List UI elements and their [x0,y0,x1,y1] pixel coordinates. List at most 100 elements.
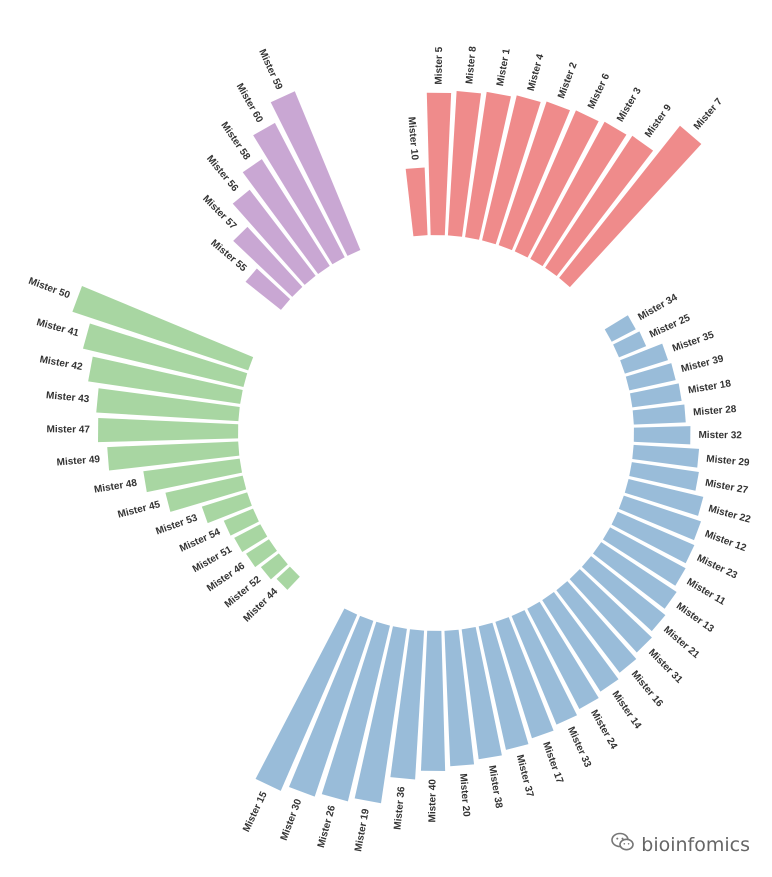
label-mister-8: Mister 8 [464,45,479,84]
bar-mister-17 [495,617,554,739]
label-mister-42: Mister 42 [39,354,84,373]
bar-mister-38 [461,626,502,760]
bar-mister-22 [624,479,704,516]
label-mister-1: Mister 1 [495,47,513,87]
label-mister-23: Mister 23 [695,553,739,582]
label-mister-36: Mister 36 [392,786,407,831]
bar-mister-43 [96,388,240,422]
bar-mister-59 [270,91,361,256]
bar-mister-51 [234,524,268,552]
label-mister-17: Mister 17 [540,740,565,785]
label-mister-39: Mister 39 [680,353,725,375]
label-mister-28: Mister 28 [693,404,738,418]
bar-mister-58 [242,159,330,274]
wechat-icon [611,832,635,857]
label-mister-41: Mister 41 [35,317,80,339]
label-mister-20: Mister 20 [457,773,471,818]
bar-mister-56 [232,189,316,285]
bar-mister-45 [165,475,247,512]
label-mister-13: Mister 13 [674,601,716,635]
label-mister-37: Mister 37 [514,754,536,799]
label-mister-9: Mister 9 [643,102,674,140]
label-mister-16: Mister 16 [629,669,665,710]
label-mister-31: Mister 31 [646,647,685,686]
label-mister-45: Mister 45 [117,499,162,521]
label-mister-11: Mister 11 [685,577,728,608]
bar-mister-21 [581,556,666,632]
bar-mister-9 [545,135,654,277]
bar-mister-40 [420,630,446,771]
bar-mister-57 [233,226,303,297]
label-mister-57: Mister 57 [200,193,239,232]
bar-mister-27 [629,462,699,491]
bar-mister-42 [88,356,243,404]
bar-mister-55 [245,268,291,310]
label-mister-32: Mister 32 [698,430,742,441]
bar-mister-35 [620,343,669,374]
bar-mister-30 [289,615,374,797]
label-mister-2: Mister 2 [556,61,580,101]
label-mister-18: Mister 18 [687,378,732,396]
bar-mister-3 [530,121,627,267]
bar-mister-26 [321,621,390,802]
bar-mister-8 [447,90,482,237]
bar-mister-2 [498,101,570,251]
bar-mister-52 [260,553,288,580]
bar-mister-20 [444,629,475,767]
bar-mister-50 [72,286,254,371]
label-mister-6: Mister 6 [586,72,612,111]
bar-mister-19 [354,626,407,804]
bar-mister-24 [527,601,599,709]
bar-mister-15 [255,608,358,791]
bar-mister-53 [201,492,252,524]
label-mister-47: Mister 47 [46,424,90,435]
bar-mister-28 [632,404,686,425]
label-mister-12: Mister 12 [703,529,748,555]
label-mister-27: Mister 27 [704,478,749,497]
label-mister-5: Mister 5 [434,46,445,84]
label-mister-14: Mister 14 [609,689,643,731]
label-mister-4: Mister 4 [526,52,547,92]
bar-mister-7 [559,125,702,288]
bar-mister-1 [465,91,511,240]
label-mister-10: Mister 10 [405,116,419,161]
bar-mister-11 [602,527,686,586]
label-mister-59: Mister 59 [256,48,284,92]
bar-mister-10 [405,167,428,237]
bar-mister-60 [253,122,345,265]
bar-mister-29 [632,444,700,468]
label-mister-22: Mister 22 [707,503,752,525]
bar-mister-37 [478,622,529,750]
label-mister-58: Mister 58 [218,120,252,162]
bar-mister-18 [629,383,682,408]
bar-mister-6 [514,110,599,258]
bar-mister-32 [633,426,691,445]
label-mister-38: Mister 38 [486,765,504,810]
bar-mister-34 [604,315,636,342]
bar-mister-12 [618,495,702,541]
label-mister-26: Mister 26 [316,804,338,849]
label-mister-60: Mister 60 [234,82,265,126]
label-mister-35: Mister 35 [671,329,716,354]
bar-mister-33 [511,610,578,725]
bar-mister-54 [223,508,259,536]
label-mister-3: Mister 3 [615,85,644,124]
bar-mister-39 [625,363,676,391]
bar-mister-13 [592,542,677,609]
bar-mister-31 [569,569,652,653]
label-mister-56: Mister 56 [204,153,240,194]
label-mister-19: Mister 19 [353,807,372,852]
watermark-text: bioinfomics [641,833,750,856]
bar-mister-49 [107,441,240,471]
label-mister-24: Mister 24 [588,708,619,752]
bar-mister-4 [482,95,541,245]
bar-mister-44 [276,566,300,590]
label-mister-7: Mister 7 [692,96,725,132]
bar-mister-36 [390,629,425,780]
label-mister-29: Mister 29 [706,454,751,469]
bar-mister-47 [98,417,239,443]
bar-mister-14 [542,592,619,692]
bar-mister-25 [613,331,647,358]
label-mister-43: Mister 43 [46,390,91,405]
